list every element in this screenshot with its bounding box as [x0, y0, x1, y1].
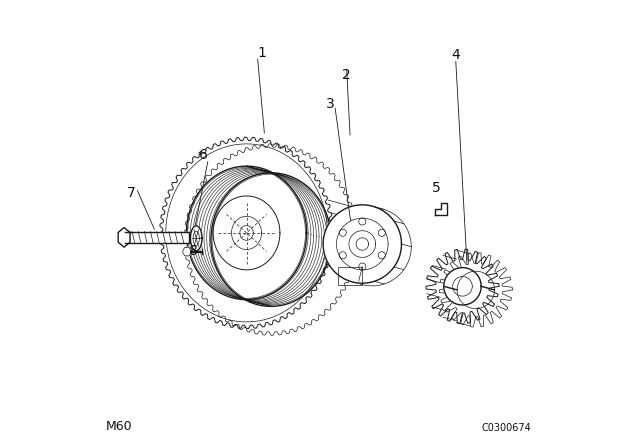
- Polygon shape: [435, 202, 447, 215]
- Text: 8: 8: [189, 244, 198, 258]
- Polygon shape: [118, 228, 130, 247]
- Text: M60: M60: [106, 420, 132, 433]
- Text: 2: 2: [342, 68, 351, 82]
- Text: 5: 5: [432, 181, 441, 195]
- Polygon shape: [191, 226, 202, 251]
- Text: 3: 3: [326, 97, 335, 111]
- Polygon shape: [444, 267, 481, 305]
- Text: C0300674: C0300674: [482, 423, 531, 433]
- Text: 7: 7: [127, 186, 135, 200]
- Bar: [338, 267, 362, 284]
- Text: 6: 6: [199, 148, 208, 162]
- Polygon shape: [323, 205, 401, 283]
- Text: 4: 4: [451, 48, 460, 62]
- Polygon shape: [182, 247, 191, 256]
- Text: 1: 1: [258, 46, 266, 60]
